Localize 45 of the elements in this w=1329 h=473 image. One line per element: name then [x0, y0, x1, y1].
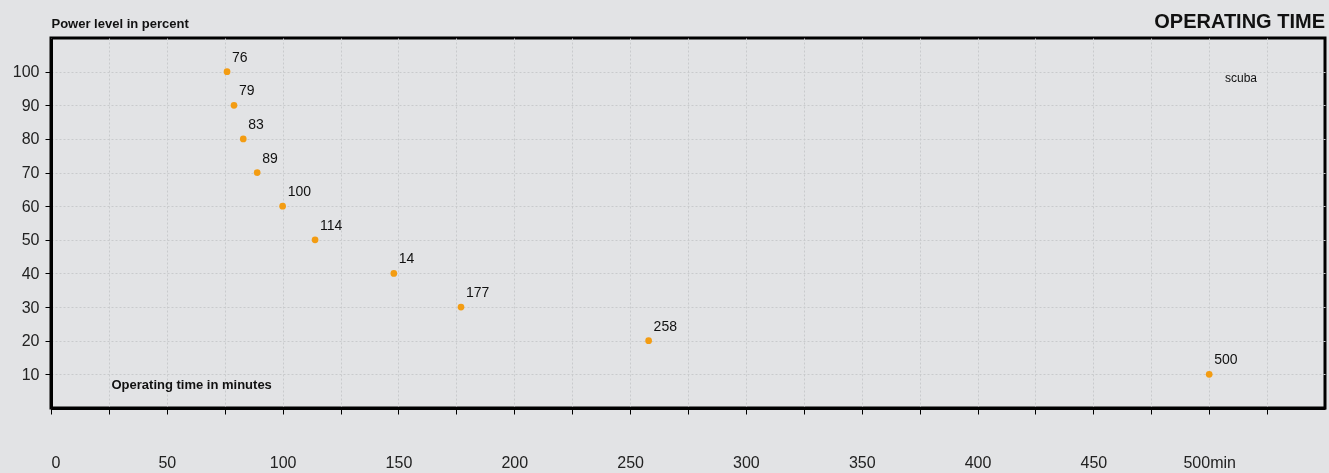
point [1205, 371, 1213, 378]
x-tick-label: 0 [51, 453, 61, 471]
y-tick-label: 100 [12, 63, 40, 81]
x-tick-label: 500min [1183, 453, 1236, 471]
annotation: 76 [232, 48, 248, 65]
x-tick-label: 100 [269, 453, 297, 471]
y-tick-label: 50 [21, 231, 40, 249]
x-tick-label: 200 [501, 453, 529, 471]
x-axis-title: Operating time in minutes [111, 376, 272, 392]
annotation: 14 [398, 250, 415, 267]
x-tick-label: 250 [617, 453, 645, 471]
y-tick-label: 20 [21, 332, 40, 350]
annotation: 83 [248, 115, 265, 132]
point [390, 270, 398, 277]
point [230, 101, 238, 109]
y-axis-title: Power level in percent [51, 15, 190, 31]
annotation: 177 [466, 284, 490, 301]
annotation: 79 [238, 82, 255, 99]
chart-title: OPERATING TIME [1154, 10, 1325, 32]
point [239, 135, 247, 143]
annotation: 100 [287, 183, 312, 200]
y-tick-label: 80 [21, 130, 40, 148]
point [223, 68, 231, 75]
x-tick-label: 350 [848, 453, 876, 471]
point [311, 236, 319, 244]
y-tick-label: 70 [21, 164, 40, 182]
y-tick-label: 10 [21, 365, 40, 383]
point [457, 303, 465, 311]
point [253, 169, 261, 176]
annotation: 500 [1214, 351, 1238, 368]
y-tick-label: 60 [21, 197, 40, 215]
y-tick-label: 90 [21, 96, 40, 114]
x-tick-label: 300 [733, 453, 760, 471]
x-tick-label: 450 [1080, 453, 1108, 471]
y-tick-label: 30 [21, 298, 40, 316]
annotation: 89 [262, 149, 278, 166]
annotation: 258 [653, 317, 678, 334]
x-tick-label: 400 [964, 453, 992, 471]
x-tick-label: 50 [158, 453, 177, 471]
y-tick-label: 40 [21, 264, 40, 282]
annotation: scuba [1225, 71, 1258, 85]
point [279, 202, 286, 210]
annotation: 114 [320, 216, 343, 233]
x-tick-label: 150 [385, 453, 413, 471]
point [645, 337, 652, 345]
